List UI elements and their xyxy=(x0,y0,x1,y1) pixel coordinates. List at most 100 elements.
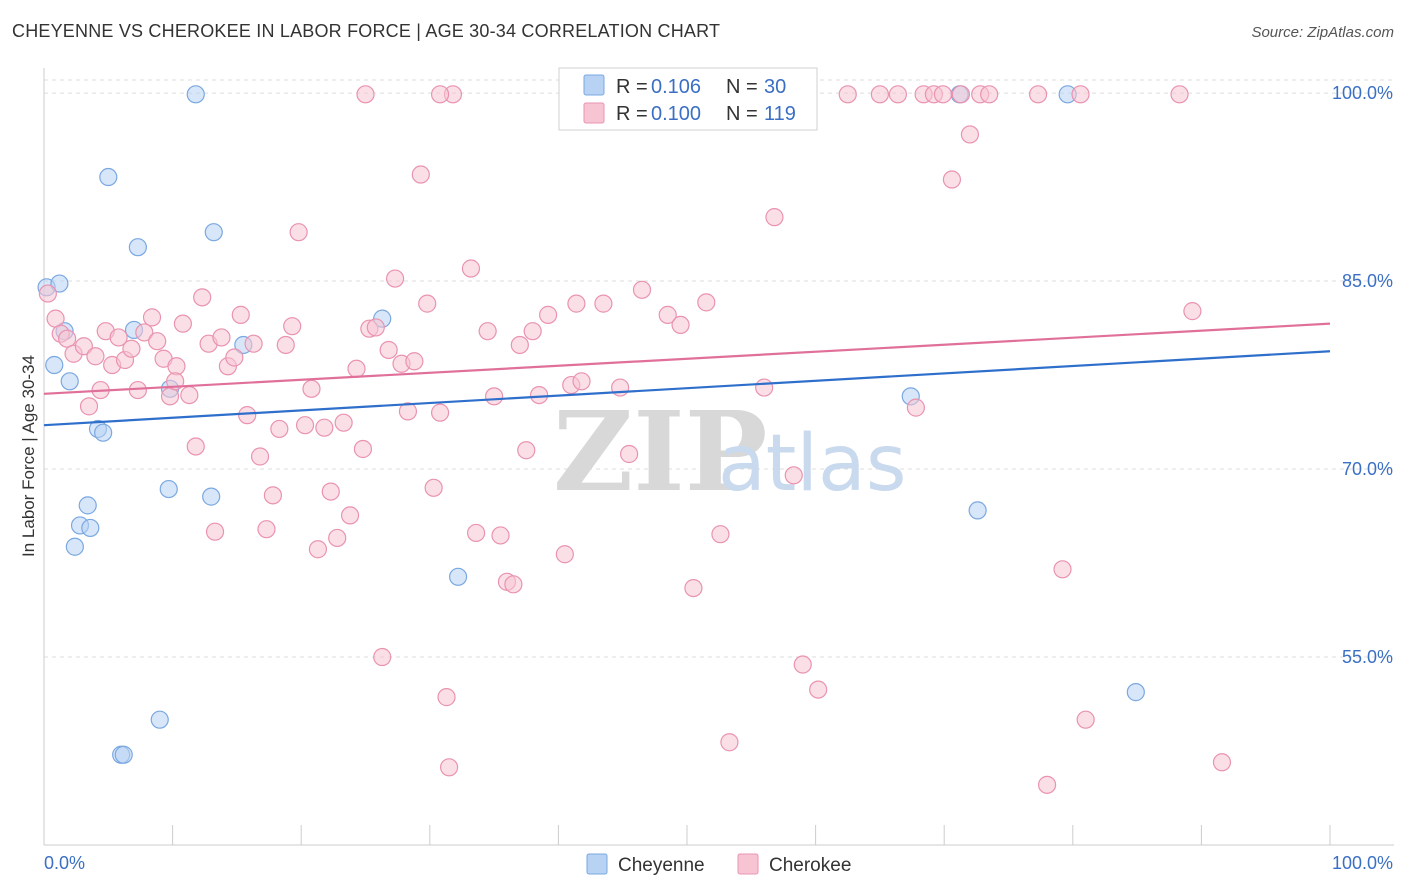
cherokee-trend-line xyxy=(43,322,1331,395)
cherokee-point-58 xyxy=(411,165,430,184)
legend-swatch-cherokee xyxy=(583,102,605,124)
cheyenne-point-1 xyxy=(50,274,69,293)
cherokee-point-97 xyxy=(870,85,890,104)
y-axis-label: In Labor Force | Age 30-34 xyxy=(19,355,38,557)
chart-title: CHEYENNE VS CHEROKEE IN LABOR FORCE | AG… xyxy=(12,21,721,41)
cheyenne-point-6 xyxy=(94,423,113,442)
x-tick-label-min: 0.0% xyxy=(44,853,85,873)
cherokee-point-51 xyxy=(366,318,385,337)
cherokee-point-44 xyxy=(321,482,340,501)
cherokee-point-65 xyxy=(461,259,481,278)
cheyenne-point-10 xyxy=(65,537,84,556)
cherokee-point-57 xyxy=(405,352,424,371)
cherokee-point-105 xyxy=(960,125,980,144)
y-tick-label-3: 55.0% xyxy=(1342,647,1393,667)
cherokee-point-37 xyxy=(276,335,295,355)
cheyenne-point-29 xyxy=(1126,683,1145,702)
cherokee-point-94 xyxy=(793,655,812,674)
cherokee-point-32 xyxy=(244,334,263,353)
cherokee-point-7 xyxy=(86,347,105,366)
watermark-atlas: atlas xyxy=(718,419,907,509)
cherokee-point-107 xyxy=(980,85,999,104)
cherokee-point-16 xyxy=(142,308,162,327)
cherokee-point-40 xyxy=(295,416,315,435)
cherokee-point-41 xyxy=(302,379,321,398)
cherokee-point-80 xyxy=(572,372,591,391)
trend-lines xyxy=(43,322,1331,427)
watermark-zip: ZIP xyxy=(553,387,767,516)
cherokee-point-53 xyxy=(379,340,398,360)
cherokee-point-20 xyxy=(167,357,186,376)
bottom-legend-label-cheyenne: Cheyenne xyxy=(618,855,705,876)
cherokee-point-29 xyxy=(225,348,244,367)
cherokee-point-83 xyxy=(620,444,639,464)
cherokee-point-99 xyxy=(906,398,926,417)
cherokee-point-42 xyxy=(308,540,328,559)
cherokee-point-1 xyxy=(46,309,65,328)
cheyenne-point-7 xyxy=(78,496,97,515)
cherokee-point-62 xyxy=(437,688,456,707)
cherokee-point-15 xyxy=(135,323,154,342)
cherokee-point-54 xyxy=(385,269,405,288)
cherokee-point-112 xyxy=(1076,710,1095,729)
cherokee-point-68 xyxy=(485,387,504,406)
cherokee-point-72 xyxy=(510,335,529,355)
legend-r-value-cherokee: 0.100 xyxy=(651,103,701,125)
cherokee-point-11 xyxy=(109,328,128,347)
cherokee-point-103 xyxy=(942,170,962,189)
cherokee-point-39 xyxy=(289,223,308,242)
watermark: ZIP atlas xyxy=(553,387,907,516)
legend-swatch-cheyenne xyxy=(583,74,605,96)
x-tick-labels: 0.0% 100.0% xyxy=(44,853,1393,873)
cherokee-point-108 xyxy=(1028,85,1048,104)
cheyenne-point-12 xyxy=(128,238,147,257)
cherokee-point-77 xyxy=(555,545,574,564)
cherokee-point-90 xyxy=(720,733,739,752)
cherokee-point-0 xyxy=(38,284,57,303)
cherokee-point-31 xyxy=(238,406,257,425)
cheyenne-point-27 xyxy=(968,501,987,520)
bottom-legend-swatch-cheyenne xyxy=(586,853,608,875)
cherokee-point-95 xyxy=(809,680,828,699)
cherokee-point-22 xyxy=(180,385,199,405)
cherokee-point-61 xyxy=(430,403,450,422)
cherokee-point-114 xyxy=(1183,302,1202,321)
cherokee-point-74 xyxy=(523,322,542,341)
cherokee-point-19 xyxy=(160,387,180,406)
cherokee-point-33 xyxy=(250,447,270,466)
cherokee-point-49 xyxy=(353,439,373,459)
cherokee-point-5 xyxy=(74,337,93,356)
cherokee-point-27 xyxy=(212,328,231,347)
cheyenne-point-16 xyxy=(202,487,221,506)
legend-r-value-cheyenne: 0.106 xyxy=(651,76,701,98)
cherokee-point-84 xyxy=(632,280,652,299)
cherokee-point-48 xyxy=(347,359,366,378)
legend-n-value-cheyenne: 30 xyxy=(764,76,786,98)
axes xyxy=(43,68,1394,846)
cherokee-point-23 xyxy=(186,437,205,456)
legend-n-value-cherokee: 119 xyxy=(764,103,796,125)
cherokee-point-88 xyxy=(697,293,716,312)
cherokee-point-92 xyxy=(765,208,784,227)
cherokee-point-93 xyxy=(784,466,803,485)
cherokee-point-66 xyxy=(466,523,486,543)
cheyenne-point-21 xyxy=(114,745,133,764)
cherokee-point-34 xyxy=(257,520,276,539)
bottom-legend-swatch-cherokee xyxy=(737,853,759,875)
cherokee-point-43 xyxy=(315,418,334,437)
cherokee-point-63 xyxy=(439,758,459,777)
bottom-legend: Cheyenne Cherokee xyxy=(586,853,851,876)
cherokee-point-56 xyxy=(398,402,418,421)
cherokee-point-75 xyxy=(530,385,549,405)
cherokee-point-89 xyxy=(711,525,730,544)
cheyenne-trend-line xyxy=(43,350,1331,427)
y-tick-label-0: 100.0% xyxy=(1332,83,1393,103)
cherokee-point-102 xyxy=(933,85,953,104)
cherokee-point-13 xyxy=(122,339,141,358)
y-tick-label-1: 85.0% xyxy=(1342,271,1393,291)
cherokee-point-71 xyxy=(504,575,523,594)
cherokee-point-104 xyxy=(951,85,971,104)
cherokee-point-26 xyxy=(205,522,225,541)
y-tick-labels: 100.0% 85.0% 70.0% 55.0% xyxy=(1332,83,1393,667)
x-tick-label-max: 100.0% xyxy=(1332,853,1393,873)
